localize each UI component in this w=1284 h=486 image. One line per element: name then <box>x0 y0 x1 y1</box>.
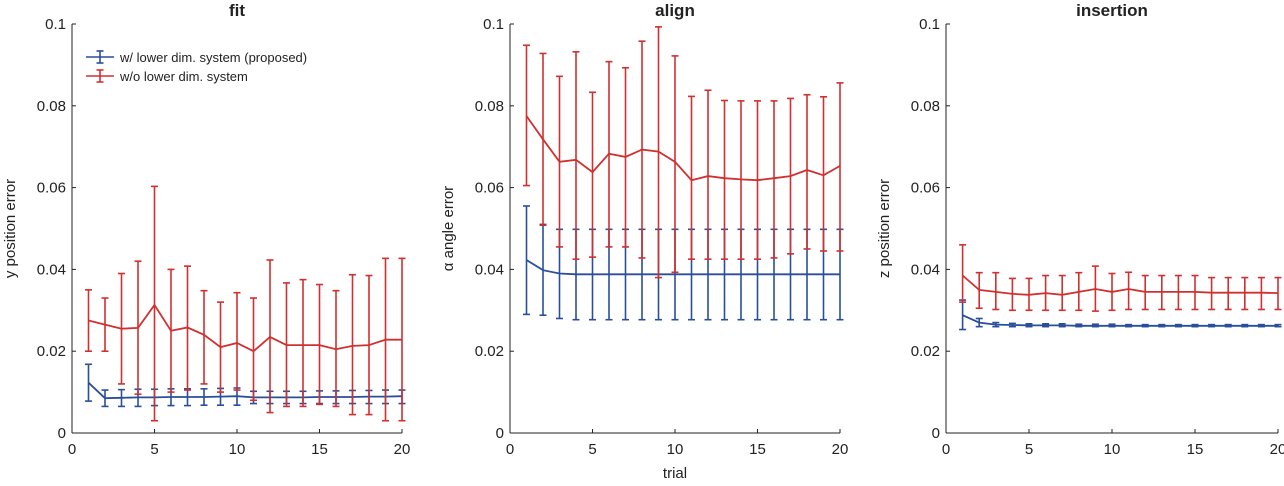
x-tick-label: 0 <box>942 441 950 458</box>
error-bar <box>836 82 844 252</box>
x-tick-label: 10 <box>1104 441 1121 458</box>
y-tick-label: 0.1 <box>919 16 940 33</box>
error-bar <box>671 55 679 274</box>
x-tick-label: 5 <box>150 441 158 458</box>
error-bar <box>233 291 241 391</box>
x-tick-label: 15 <box>1187 441 1204 458</box>
y-tick-label: 0.02 <box>475 343 504 360</box>
chart-panel-insertion: insertion 0 5 10 15 20 0 0.02 0.04 0.06 0.08 0.1 z p… <box>876 1 1284 458</box>
y-tick-label: 0.02 <box>911 343 940 360</box>
x-tick-label: 20 <box>832 441 849 458</box>
y-tick-label: 0.06 <box>911 180 940 197</box>
series-proposed <box>523 205 844 321</box>
error-bar <box>572 51 580 260</box>
y-tick-label: 0.08 <box>37 98 66 115</box>
series-baseline <box>85 185 406 422</box>
chart-panel-align: align 0 5 10 15 20 0 0.02 0.04 0.06 0.08 0.1 α angle… <box>440 1 848 482</box>
series-line <box>87 382 403 400</box>
error-bar <box>200 289 208 385</box>
chart-title: align <box>655 1 695 20</box>
error-bar <box>250 297 257 402</box>
x-tick-label: 0 <box>68 441 76 458</box>
legend-item: w/ lower dim. system (proposed) <box>86 50 307 65</box>
y-tick-label: 0 <box>496 425 504 442</box>
y-axis-label: α angle error <box>440 186 457 271</box>
y-tick-label: 0.04 <box>475 261 504 278</box>
legend-label: w/ lower dim. system (proposed) <box>119 50 307 65</box>
x-tick-label: 5 <box>588 441 596 458</box>
error-bar <box>299 278 307 408</box>
y-axis-label: z position error <box>876 179 893 278</box>
error-bar <box>688 95 695 260</box>
error-bar <box>959 244 967 303</box>
legend-item: w/o lower dim. system <box>86 69 248 84</box>
error-bar <box>959 299 967 331</box>
error-bar <box>85 363 92 402</box>
x-tick-label: 15 <box>311 441 328 458</box>
x-tick-label: 20 <box>1270 441 1284 458</box>
x-axis-label: trial <box>663 465 687 482</box>
error-bar <box>721 99 728 260</box>
series-proposed <box>85 363 406 408</box>
error-bar <box>820 96 827 252</box>
y-tick-label: 0.06 <box>37 180 66 197</box>
y-tick-label: 0.08 <box>475 98 504 115</box>
y-tick-label: 0.04 <box>37 261 66 278</box>
y-tick-label: 0.04 <box>911 261 940 278</box>
error-bar <box>349 273 356 416</box>
y-tick-label: 0 <box>932 425 940 442</box>
error-bar <box>1125 271 1133 311</box>
series-baseline <box>959 244 1282 312</box>
x-tick-label: 0 <box>506 441 514 458</box>
x-tick-label: 10 <box>229 441 246 458</box>
series-line <box>526 259 840 276</box>
x-tick-label: 10 <box>667 441 684 458</box>
series-baseline <box>523 26 844 279</box>
series-proposed <box>959 299 1282 331</box>
series-line <box>88 303 402 353</box>
x-tick-label: 15 <box>749 441 766 458</box>
y-tick-label: 0.1 <box>45 16 66 33</box>
error-bar <box>1274 276 1282 311</box>
x-tick-label: 20 <box>394 441 411 458</box>
y-tick-label: 0.08 <box>911 98 940 115</box>
chart-title: fit <box>229 1 245 20</box>
error-bar <box>1058 274 1066 312</box>
error-bar <box>770 100 778 259</box>
series-line <box>962 274 1279 296</box>
chart-panel-fit: fit 0 5 10 15 20 0 0.02 0.04 0.06 0.08 0.1 y positio… <box>2 1 410 458</box>
error-bar <box>803 93 811 250</box>
error-bar <box>704 89 712 260</box>
y-tick-label: 0.02 <box>37 343 66 360</box>
legend-label: w/o lower dim. system <box>119 69 248 84</box>
series-line <box>962 314 1278 327</box>
y-tick-label: 0.06 <box>475 180 504 197</box>
error-bar <box>523 44 530 187</box>
legend: w/ lower dim. system (proposed) w/o lower… <box>86 50 307 84</box>
y-tick-label: 0.1 <box>483 16 504 33</box>
series-line <box>525 115 841 182</box>
y-axis-label: y position error <box>2 179 19 278</box>
chart-title: insertion <box>1076 1 1148 20</box>
y-tick-label: 0 <box>58 425 66 442</box>
error-bar <box>589 91 596 258</box>
x-tick-label: 5 <box>1025 441 1033 458</box>
